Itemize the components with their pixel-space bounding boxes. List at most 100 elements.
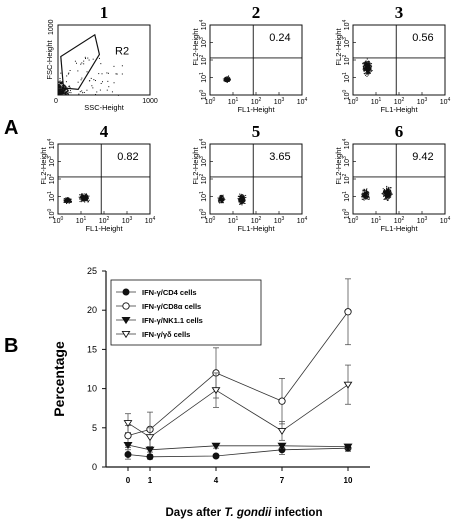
event-dot [390, 190, 392, 192]
event-dot [84, 201, 86, 203]
event-dot [366, 70, 368, 72]
x-tick-label: 103 [417, 97, 428, 106]
event-dot [64, 89, 66, 91]
event-dot [239, 197, 241, 199]
event-dot [242, 195, 244, 197]
x-tick-label: 103 [417, 216, 428, 225]
event-dot [241, 203, 243, 205]
event-dot [389, 192, 391, 194]
event-dot [70, 92, 72, 94]
event-dot [243, 197, 245, 199]
event-dot [91, 85, 93, 87]
event-dot [223, 199, 225, 201]
event-dot [389, 196, 391, 198]
event-dot [387, 196, 389, 198]
y-tick-label: 101 [342, 72, 351, 83]
event-dot [58, 92, 60, 94]
event-dot [63, 198, 65, 200]
event-dot [86, 194, 88, 196]
event-dot [70, 198, 72, 200]
event-dot [79, 197, 81, 199]
data-point [343, 443, 353, 451]
event-dot [62, 91, 64, 93]
gate-r2 [60, 33, 101, 91]
event-dot [367, 191, 369, 193]
event-dot [367, 192, 369, 194]
y-tick-label: 100 [199, 208, 208, 219]
x-tick-label: 1 [148, 476, 153, 485]
event-dot [66, 199, 68, 201]
event-dot [365, 197, 367, 199]
event-dot [60, 83, 62, 85]
y-tick-label: 0 [92, 462, 97, 472]
event-dot [83, 196, 85, 198]
event-dot [69, 87, 71, 89]
x-axis-label-part: Days after [166, 507, 225, 519]
event-dot [58, 89, 60, 91]
event-dot [362, 67, 364, 69]
event-dot [368, 72, 370, 74]
event-dot [361, 198, 363, 200]
data-point [277, 427, 287, 436]
event-dot [239, 202, 241, 204]
y-tick-label: 103 [199, 37, 208, 48]
event-dot [58, 87, 60, 89]
event-dot [226, 78, 228, 80]
event-dot [63, 85, 65, 87]
event-dot [364, 189, 366, 191]
x-tick-label: 102 [394, 97, 405, 106]
event-dot [362, 68, 364, 70]
event-dot [81, 194, 83, 196]
event-dot [65, 92, 67, 94]
event-dot [389, 196, 391, 198]
series-line [127, 384, 349, 438]
panel-number: 1 [100, 3, 109, 22]
event-dot [363, 63, 365, 65]
event-dot [221, 199, 223, 201]
event-dot [240, 197, 242, 199]
event-dot [388, 192, 390, 194]
event-dot [364, 63, 366, 65]
event-dot [245, 194, 247, 196]
event-dot [87, 57, 89, 59]
event-dot [59, 93, 61, 95]
event-dot [59, 85, 61, 87]
data-point [211, 387, 221, 395]
x-tick-label: 102 [99, 216, 110, 225]
event-dot [362, 193, 364, 195]
event-dot [85, 193, 87, 195]
event-dots [361, 185, 393, 202]
event-dot [65, 197, 67, 199]
event-dot [363, 196, 365, 198]
event-dot [367, 193, 369, 195]
event-dot [87, 201, 89, 203]
x-axis-label: FL1-Height [380, 105, 418, 114]
event-dot [87, 195, 89, 197]
event-dot [366, 73, 368, 75]
event-dot [67, 200, 69, 202]
event-dot [222, 194, 224, 196]
event-dot [223, 80, 225, 82]
x-axis-label-part: T. gondii [224, 507, 272, 519]
panel-number: 4 [100, 122, 109, 141]
event-dot [224, 76, 226, 78]
event-dot [368, 194, 370, 196]
event-dot [60, 86, 62, 88]
event-dot [80, 197, 82, 199]
x-tick-label: 100 [53, 216, 64, 225]
event-dot [367, 196, 369, 198]
event-dot [69, 85, 71, 87]
y-tick-label: 104 [199, 19, 208, 30]
event-dot [388, 189, 390, 191]
event-dot [384, 197, 386, 199]
event-dot [61, 82, 63, 84]
event-dot [382, 193, 384, 195]
event-dot [364, 66, 366, 68]
y-axis-label: FL2-Height [191, 147, 200, 185]
data-point [343, 381, 353, 389]
event-dot [227, 80, 229, 82]
event-dot [362, 198, 364, 200]
event-dot [81, 193, 83, 195]
event-dot [239, 200, 241, 202]
event-dot [369, 64, 371, 66]
